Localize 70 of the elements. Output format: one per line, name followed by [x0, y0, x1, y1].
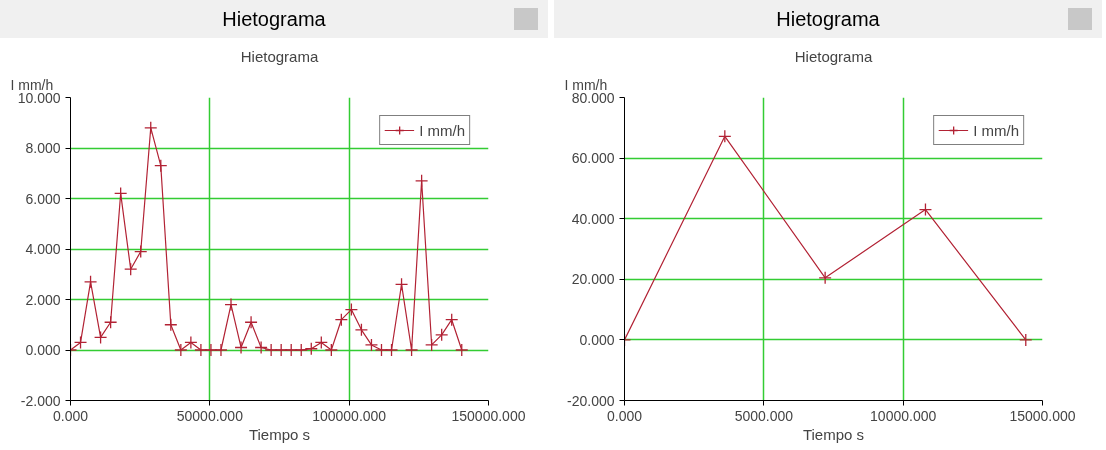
- point: [284, 343, 298, 357]
- y-tick-label: -2.000: [20, 392, 61, 409]
- x-axis-title: Tiempo s: [248, 425, 311, 443]
- chart-subtitle: Hietograma: [794, 47, 873, 65]
- point: [455, 343, 469, 357]
- point: [234, 340, 248, 355]
- point: [294, 343, 308, 357]
- y-tick-label: 40.000: [571, 210, 615, 227]
- chart-title: Hietograma: [0, 0, 548, 38]
- x-tick-label: 10000.000: [870, 407, 937, 424]
- point: [364, 338, 379, 352]
- y-tick-label: 0.000: [25, 342, 61, 358]
- y-tick-label: 60.000: [571, 150, 615, 167]
- y-tick-label: -20.000: [567, 392, 615, 409]
- x-tick-label: 100000.000: [312, 407, 387, 424]
- point: [224, 297, 238, 312]
- x-tick-label: 0.000: [52, 407, 89, 424]
- point: [204, 343, 218, 357]
- chart-subtitle: Hietograma: [240, 47, 319, 65]
- point: [354, 323, 369, 337]
- x-tick-label: 0.000: [606, 407, 643, 424]
- point: [264, 343, 278, 357]
- y-tick-label: 8.000: [25, 140, 61, 156]
- point: [314, 335, 328, 350]
- legend-label: I mm/h: [419, 121, 465, 139]
- point: [304, 342, 318, 356]
- point: [324, 343, 338, 357]
- point: [174, 343, 188, 357]
- point: [244, 315, 258, 329]
- x-axis-title: Tiempo s: [802, 425, 865, 443]
- point: [134, 244, 148, 259]
- x-tick-label: 50000.000: [176, 407, 244, 424]
- point: [93, 330, 108, 345]
- point: [718, 129, 732, 143]
- y-tick-label: 6.000: [25, 190, 61, 207]
- y-tick-label: 2.000: [25, 291, 61, 308]
- point: [435, 328, 449, 342]
- legend-label: I mm/h: [973, 121, 1019, 139]
- point: [414, 174, 429, 188]
- y-tick-label: 20.000: [571, 271, 615, 288]
- point: [83, 275, 98, 289]
- point: [394, 277, 409, 291]
- point: [445, 313, 459, 327]
- point: [184, 335, 198, 350]
- point: [103, 315, 118, 329]
- point: [384, 343, 399, 357]
- point: [334, 313, 349, 327]
- point: [818, 271, 832, 285]
- point: [144, 121, 158, 135]
- point: [254, 340, 268, 355]
- point: [154, 159, 168, 173]
- point: [344, 302, 359, 317]
- y-tick-label: 0.000: [579, 331, 615, 348]
- y-tick-label: 4.000: [25, 241, 61, 257]
- point: [124, 262, 138, 276]
- x-tick-label: 150000.000: [451, 407, 526, 424]
- point: [1019, 333, 1033, 347]
- chart-title: Hietograma: [554, 0, 1102, 38]
- x-tick-label: 5000.000: [734, 407, 794, 424]
- point: [114, 186, 128, 201]
- point: [374, 343, 389, 357]
- x-tick-label: 15000.000: [1009, 407, 1076, 424]
- point: [918, 202, 933, 217]
- point: [73, 335, 88, 350]
- point: [274, 343, 288, 357]
- point: [404, 343, 419, 357]
- point: [425, 338, 439, 352]
- point: [194, 343, 208, 357]
- point: [214, 343, 228, 357]
- point: [164, 318, 178, 332]
